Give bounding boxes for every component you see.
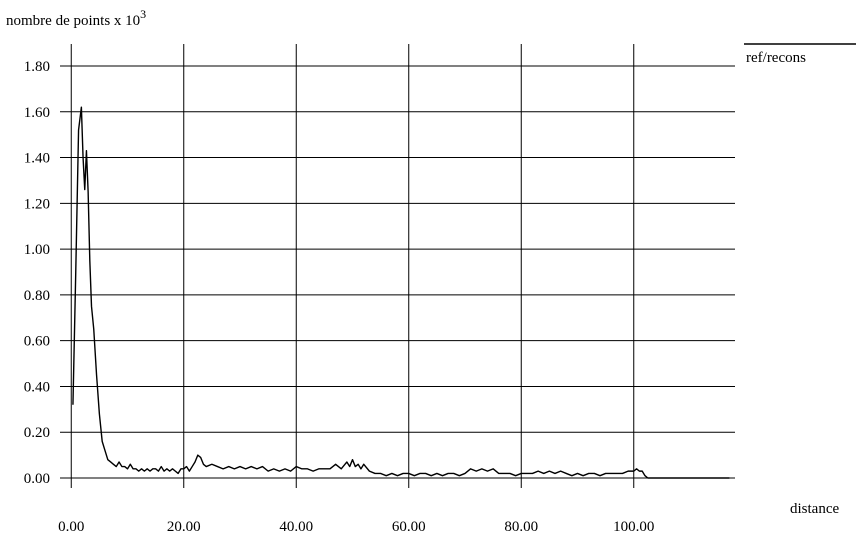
y-tick-label: 0.40 [24, 379, 50, 395]
y-tick-label: 0.80 [24, 288, 50, 304]
x-tick-label: 20.00 [167, 519, 201, 535]
y-tick-label: 0.20 [24, 425, 50, 441]
grid [60, 44, 735, 488]
x-tick-label: 40.00 [279, 519, 313, 535]
y-tick-label: 1.00 [24, 242, 50, 258]
x-tick-label: 0.00 [58, 519, 84, 535]
y-tick-label: 0.60 [24, 334, 50, 350]
y-tick-label: 1.60 [24, 105, 50, 121]
x-axis-ticks: 0.00 20.00 40.00 60.00 80.00 100.00 [58, 519, 654, 535]
y-axis-ticks: 0.00 0.20 0.40 0.60 0.80 1.00 1.20 1.40 1.60 1.80 [24, 59, 50, 487]
series-line-0 [72, 106, 730, 479]
y-tick-label: 1.20 [24, 196, 50, 212]
y-axis-title-superscript: 3 [140, 7, 146, 21]
legend: ref/recons [744, 43, 856, 66]
series-group [72, 106, 730, 479]
x-axis-title: distance [790, 501, 839, 517]
y-tick-label: 1.40 [24, 151, 50, 167]
y-tick-label: 0.00 [24, 471, 50, 487]
y-axis-title: nombre de points x 103 [6, 7, 146, 29]
x-tick-label: 100.00 [613, 519, 654, 535]
x-tick-label: 60.00 [392, 519, 426, 535]
x-tick-label: 80.00 [504, 519, 538, 535]
y-tick-label: 1.80 [24, 59, 50, 75]
legend-label: ref/recons [746, 50, 806, 66]
